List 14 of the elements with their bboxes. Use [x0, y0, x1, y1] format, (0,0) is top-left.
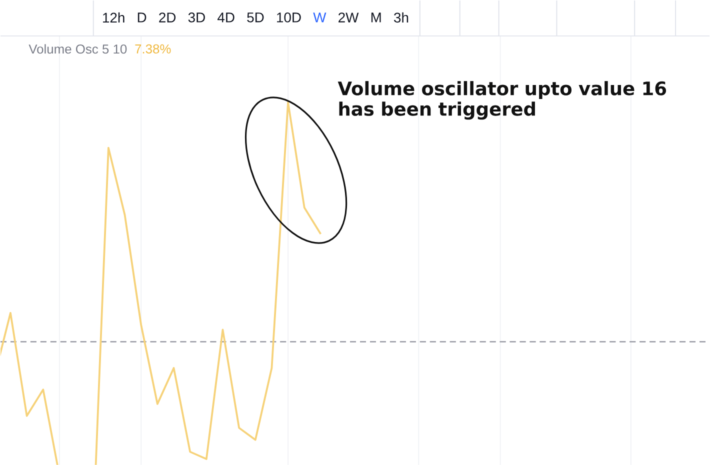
text: D — [138, 12, 146, 22]
text: W — [313, 12, 326, 22]
text: Volume oscillator upto value 16 has been triggered — [338, 80, 666, 120]
text: 2W — [338, 12, 359, 22]
text: 2D — [159, 12, 176, 22]
text: 7.38% — [135, 44, 171, 54]
text: 12h — [103, 12, 124, 22]
text: M — [371, 12, 381, 22]
text: 3D — [188, 12, 205, 22]
chart-title: Volume Osc 5 10 — [28, 44, 127, 54]
text: 5D — [247, 12, 264, 22]
text: 4D — [218, 12, 234, 22]
text: 3h — [394, 12, 408, 22]
text: 10D — [277, 12, 301, 22]
